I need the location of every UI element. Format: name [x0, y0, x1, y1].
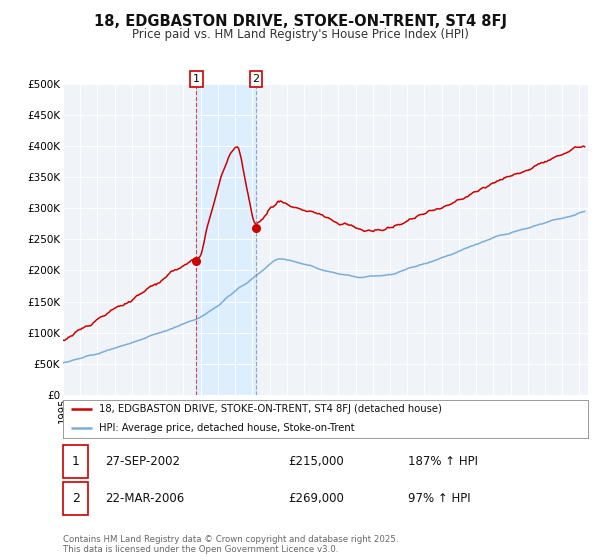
Text: Price paid vs. HM Land Registry's House Price Index (HPI): Price paid vs. HM Land Registry's House … — [131, 28, 469, 41]
Text: 1: 1 — [193, 74, 200, 84]
Text: 97% ↑ HPI: 97% ↑ HPI — [408, 492, 470, 505]
Bar — [196, 84, 256, 395]
Text: 18, EDGBASTON DRIVE, STOKE-ON-TRENT, ST4 8FJ (detached house): 18, EDGBASTON DRIVE, STOKE-ON-TRENT, ST4… — [98, 404, 442, 414]
Text: 2: 2 — [253, 74, 260, 84]
Text: HPI: Average price, detached house, Stoke-on-Trent: HPI: Average price, detached house, Stok… — [98, 423, 355, 433]
Text: 2: 2 — [71, 492, 80, 505]
Text: 1: 1 — [71, 455, 80, 468]
Text: Contains HM Land Registry data © Crown copyright and database right 2025.
This d: Contains HM Land Registry data © Crown c… — [63, 535, 398, 554]
Text: £269,000: £269,000 — [288, 492, 344, 505]
Text: 27-SEP-2002: 27-SEP-2002 — [105, 455, 180, 468]
Text: £215,000: £215,000 — [288, 455, 344, 468]
Text: 18, EDGBASTON DRIVE, STOKE-ON-TRENT, ST4 8FJ: 18, EDGBASTON DRIVE, STOKE-ON-TRENT, ST4… — [94, 14, 506, 29]
Text: 22-MAR-2006: 22-MAR-2006 — [105, 492, 184, 505]
Text: 187% ↑ HPI: 187% ↑ HPI — [408, 455, 478, 468]
